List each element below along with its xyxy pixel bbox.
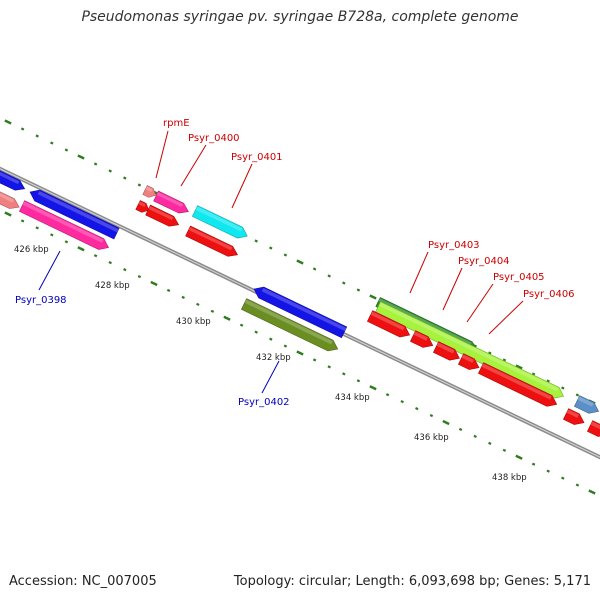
leader-line xyxy=(180,144,207,187)
kbp-label: 432 kbp xyxy=(256,353,291,363)
gene-red-gene-edge[interactable] xyxy=(587,420,600,440)
gene-cyan-gene-psyr0401[interactable] xyxy=(192,205,249,242)
gene-label[interactable]: Psyr_0398 xyxy=(15,295,67,306)
leader-line xyxy=(38,250,61,291)
feature-layer xyxy=(0,168,600,440)
gene-salmon-left-edge[interactable] xyxy=(0,189,22,212)
tick-row-lower xyxy=(4,211,596,495)
leader-line xyxy=(155,130,169,179)
kbp-label: 430 kbp xyxy=(176,317,211,327)
gene-pink-gene-psyr0398[interactable] xyxy=(19,200,111,253)
gene-red-gene-b[interactable] xyxy=(145,204,181,230)
gene-label[interactable]: Psyr_0400 xyxy=(188,133,240,144)
accession-text: Accession: NC_007005 xyxy=(9,574,157,589)
kbp-label: 434 kbp xyxy=(335,393,370,403)
gene-red-gene-f[interactable] xyxy=(410,330,435,351)
gene-red-small-a[interactable] xyxy=(135,200,151,214)
gene-steelblue-gene-edge[interactable] xyxy=(574,395,600,417)
gene-label[interactable]: Psyr_0404 xyxy=(458,256,510,267)
gene-salmon-small-rpmE[interactable] xyxy=(142,185,158,199)
kbp-label: 438 kbp xyxy=(492,473,527,483)
leader-line xyxy=(442,267,463,311)
gene-red-gene-e[interactable] xyxy=(367,310,412,341)
gene-label[interactable]: Psyr_0406 xyxy=(523,289,575,300)
gene-red-gene-c[interactable] xyxy=(185,225,240,260)
gene-blue-gene-d[interactable] xyxy=(251,284,348,339)
kbp-labels: 426 kbp 428 kbp 430 kbp 432 kbp 434 kbp 436 k… xyxy=(14,245,527,483)
gene-labels: rpmE Psyr_0400 Psyr_0401 Psyr_0398 Psyr_0402… xyxy=(15,118,575,408)
gene-lime-gene-psyr0404[interactable] xyxy=(375,301,566,402)
gene-red-gene-h[interactable] xyxy=(458,353,481,373)
leader-line xyxy=(488,300,524,335)
tick-marks xyxy=(4,119,596,495)
leader-line xyxy=(231,163,253,209)
leader-lines xyxy=(38,130,524,394)
kbp-label: 436 kbp xyxy=(414,433,449,443)
gene-label[interactable]: Psyr_0402 xyxy=(238,397,290,408)
gene-red-gene-j[interactable] xyxy=(563,408,586,428)
leader-line xyxy=(466,283,494,323)
gene-label[interactable]: Psyr_0405 xyxy=(493,272,545,283)
genome-summary-text: Topology: circular; Length: 6,093,698 bp… xyxy=(233,574,591,589)
gene-label[interactable]: rpmE xyxy=(163,118,190,129)
leader-line xyxy=(409,251,429,294)
gene-pink-gene-psyr0400[interactable] xyxy=(153,190,191,217)
genome-title: Pseudomonas syringae pv. syringae B728a,… xyxy=(81,9,519,25)
gene-red-gene-g[interactable] xyxy=(433,341,462,364)
kbp-label: 426 kbp xyxy=(14,245,49,255)
gene-blue-left-edge[interactable] xyxy=(0,168,27,194)
gene-red-gene-i[interactable] xyxy=(478,362,559,410)
gene-blue-gene-a[interactable] xyxy=(27,187,120,240)
leader-line xyxy=(261,360,280,394)
kbp-label: 428 kbp xyxy=(95,281,130,291)
gene-label[interactable]: Psyr_0403 xyxy=(428,240,480,251)
gene-olive-gene-psyr0402[interactable] xyxy=(241,298,340,355)
gene-label[interactable]: Psyr_0401 xyxy=(231,152,283,163)
